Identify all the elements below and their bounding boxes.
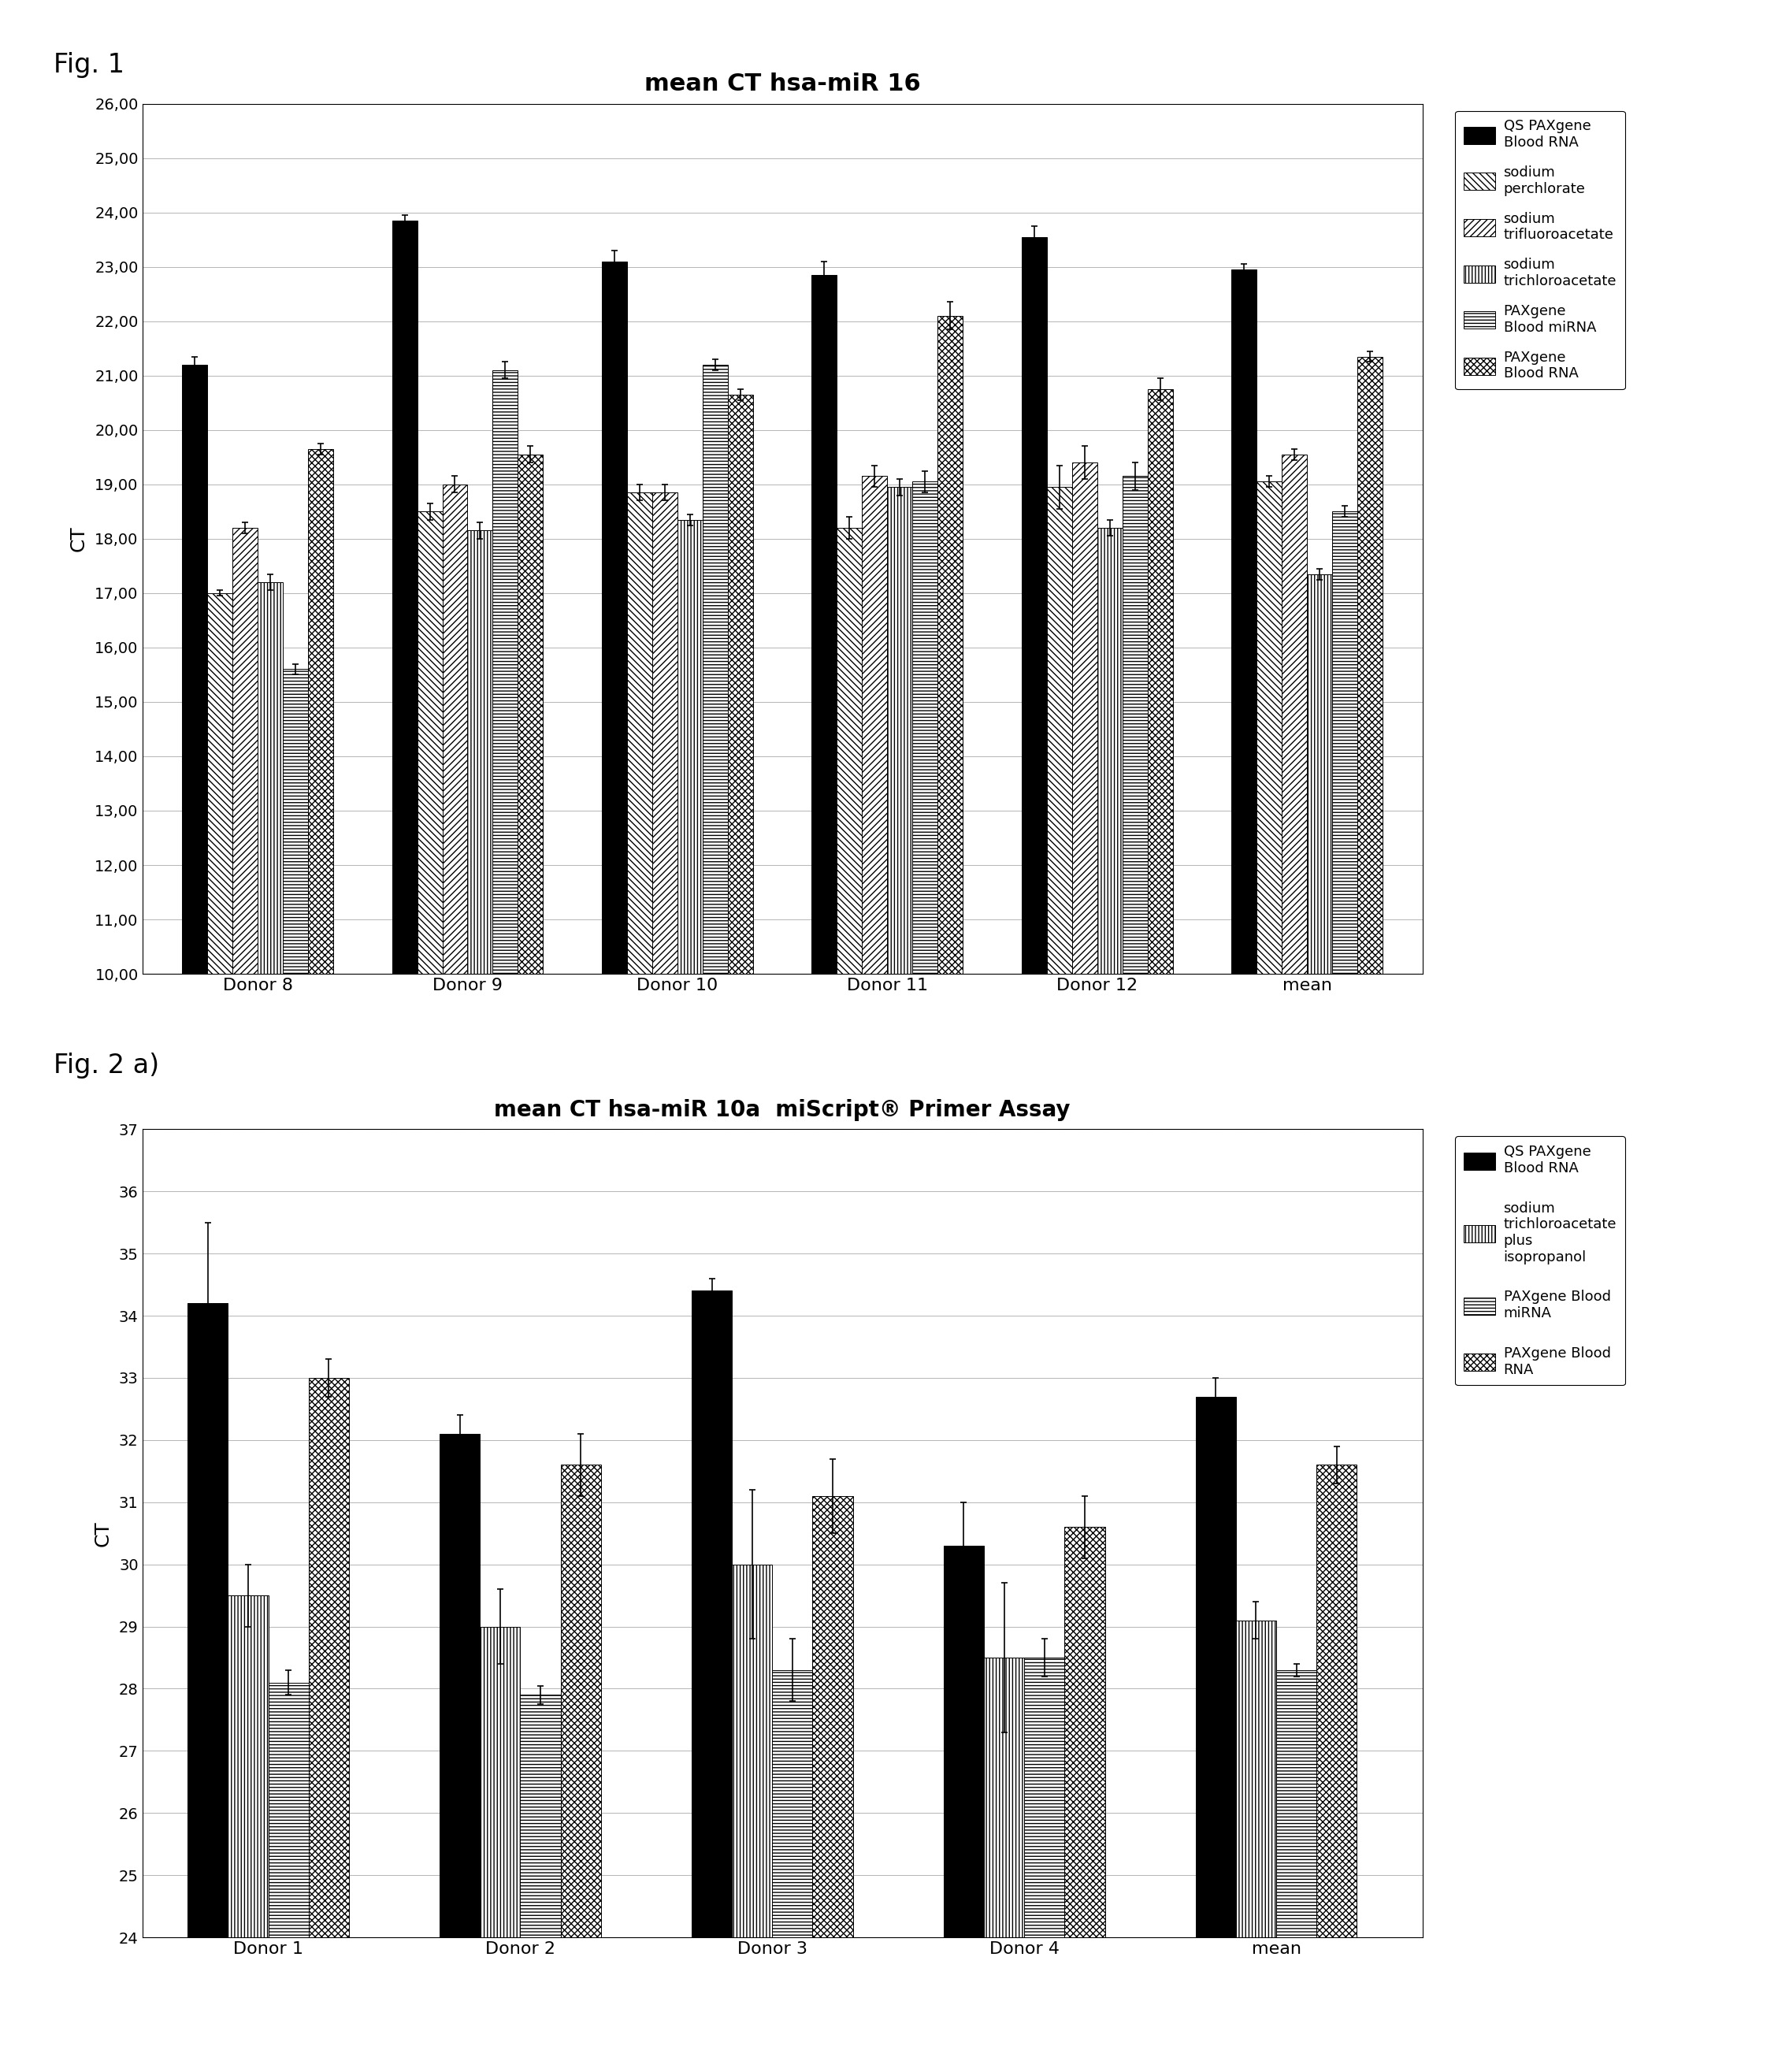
Bar bbox=[772, 1670, 813, 1937]
Bar bbox=[1024, 1658, 1065, 1937]
Bar bbox=[480, 1627, 521, 1937]
Bar bbox=[692, 1291, 733, 1937]
Bar bbox=[601, 261, 628, 974]
Bar bbox=[439, 1434, 480, 1937]
Bar bbox=[887, 487, 912, 974]
Bar bbox=[1277, 1670, 1316, 1937]
Text: Fig. 1: Fig. 1 bbox=[53, 52, 124, 79]
Bar bbox=[1022, 236, 1047, 974]
Bar bbox=[188, 1303, 228, 1937]
Bar bbox=[521, 1695, 560, 1937]
Bar bbox=[677, 520, 702, 974]
Bar bbox=[1307, 574, 1332, 974]
Legend: QS PAXgene
Blood RNA, sodium
perchlorate, sodium
trifluoroacetate, sodium
trichl: QS PAXgene Blood RNA, sodium perchlorate… bbox=[1454, 110, 1625, 390]
Bar bbox=[443, 485, 468, 974]
Bar bbox=[208, 593, 233, 974]
Bar bbox=[912, 481, 937, 974]
Y-axis label: CT: CT bbox=[92, 1521, 112, 1546]
Bar bbox=[813, 276, 837, 974]
Y-axis label: CT: CT bbox=[69, 526, 89, 551]
Bar bbox=[308, 450, 332, 974]
Bar bbox=[1332, 512, 1357, 974]
Bar bbox=[837, 528, 862, 974]
Title: mean CT hsa-miR 16: mean CT hsa-miR 16 bbox=[644, 73, 921, 95]
Title: mean CT hsa-miR 10a  miScript® Primer Assay: mean CT hsa-miR 10a miScript® Primer Ass… bbox=[494, 1098, 1070, 1121]
Bar bbox=[733, 1564, 772, 1937]
Bar bbox=[1232, 269, 1257, 974]
Bar bbox=[727, 394, 752, 974]
Bar bbox=[1316, 1465, 1357, 1937]
Bar bbox=[228, 1595, 268, 1937]
Bar bbox=[1147, 390, 1173, 974]
Bar bbox=[233, 528, 258, 974]
Legend: QS PAXgene
Blood RNA, sodium
trichloroacetate
plus
isopropanol, PAXgene Blood
mi: QS PAXgene Blood RNA, sodium trichloroac… bbox=[1454, 1135, 1625, 1386]
Bar bbox=[309, 1378, 348, 1937]
Bar bbox=[813, 1496, 853, 1937]
Text: Fig. 2 a): Fig. 2 a) bbox=[53, 1053, 158, 1080]
Bar bbox=[1257, 481, 1282, 974]
Bar bbox=[391, 220, 418, 974]
Bar bbox=[862, 477, 887, 974]
Bar bbox=[418, 512, 443, 974]
Bar bbox=[1282, 454, 1307, 974]
Bar bbox=[268, 1682, 309, 1937]
Bar bbox=[1236, 1620, 1277, 1937]
Bar bbox=[181, 365, 208, 974]
Bar bbox=[283, 669, 308, 974]
Bar bbox=[517, 454, 542, 974]
Bar bbox=[1357, 356, 1383, 974]
Bar bbox=[983, 1658, 1024, 1937]
Bar bbox=[1122, 477, 1147, 974]
Bar bbox=[493, 371, 517, 974]
Bar bbox=[1195, 1397, 1236, 1937]
Bar bbox=[560, 1465, 601, 1937]
Bar bbox=[1072, 462, 1097, 974]
Bar bbox=[258, 582, 283, 974]
Bar bbox=[702, 365, 727, 974]
Bar bbox=[1065, 1527, 1104, 1937]
Bar bbox=[944, 1546, 983, 1937]
Bar bbox=[653, 493, 677, 974]
Bar bbox=[628, 493, 653, 974]
Bar bbox=[937, 315, 964, 974]
Bar bbox=[1047, 487, 1072, 974]
Bar bbox=[1097, 528, 1122, 974]
Bar bbox=[468, 530, 493, 974]
